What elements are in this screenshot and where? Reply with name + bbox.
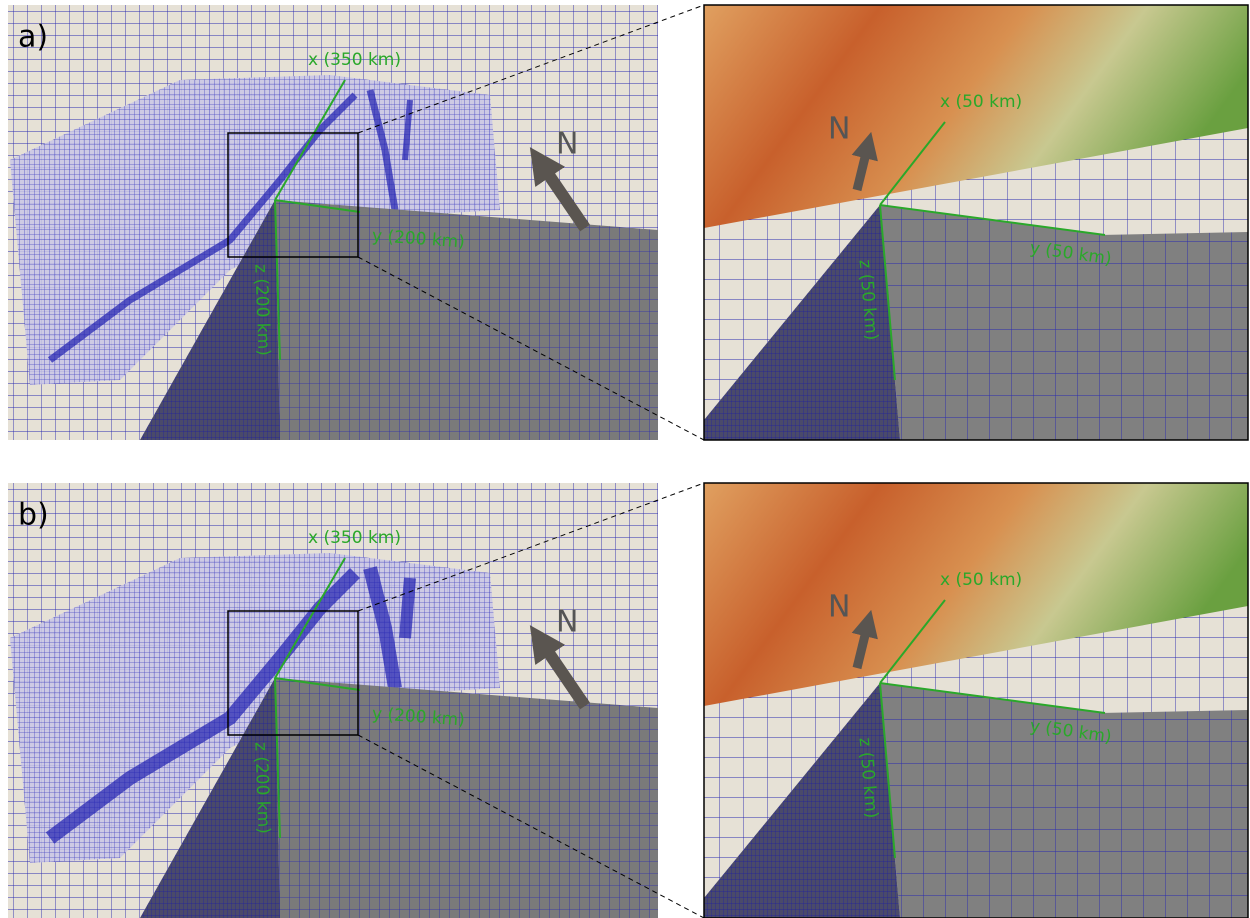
y-axis [879,682,1106,714]
overview-view: x (350 km)y (200 km)z (200 km)Nb) [8,483,658,918]
y-axis [274,677,361,691]
connector [357,482,705,612]
north-label: N [556,127,578,162]
cut-face-front [140,200,280,440]
x-axis-label: x (350 km) [308,528,401,548]
connector [357,734,705,918]
y-axis [879,204,1106,236]
refined-trace [45,568,360,844]
y-axis [274,199,361,213]
refined-trace [363,566,402,690]
refined-trace [366,89,399,211]
z-axis [274,199,281,361]
north-arrow [529,147,590,232]
connector [357,256,705,441]
z-axis [879,204,896,381]
zoom-box [227,610,359,736]
north-arrow [851,609,878,670]
refined-trace [402,99,413,161]
zoom-view: x (50 km)y (50 km)z (50 km)N [703,4,1249,441]
cut-face-side [880,683,1248,918]
z-axis-label: z (200 km) [250,742,273,835]
north-arrow [529,625,590,710]
zoom-frame [703,4,1249,441]
x-axis-label: x (50 km) [940,92,1022,112]
refined-region [10,75,500,385]
cut-face-side [275,678,658,918]
x-axis [274,557,346,679]
panel-label: a) [18,20,48,55]
cut-face-side [880,205,1248,440]
zoom-box [227,132,359,258]
refined-trace [399,577,416,639]
refined-trace [47,92,358,363]
x-axis-label: x (50 km) [940,570,1022,590]
terrain [704,483,1248,706]
terrain [704,5,1248,228]
overview-view: x (350 km)y (200 km)z (200 km)Na) [8,5,658,440]
z-axis [879,682,896,859]
cut-face-front [704,205,900,440]
x-axis-label: x (350 km) [308,50,401,70]
refined-region [10,553,500,863]
north-arrow [851,131,878,192]
north-label: N [828,112,850,147]
zoom-frame [703,482,1249,918]
x-axis [879,121,946,206]
north-label: N [828,590,850,625]
north-label: N [556,605,578,640]
cut-face-front [704,683,900,918]
z-axis [274,677,281,839]
panel: x (350 km)y (200 km)z (200 km)Na)x (50 k… [8,4,1249,441]
x-axis [274,79,346,201]
panel: x (350 km)y (200 km)z (200 km)Nb)x (50 k… [8,482,1249,918]
cut-face-side [275,200,658,440]
cut-face-front [140,678,280,918]
x-axis [879,599,946,684]
connector [357,4,705,134]
panel-label: b) [18,498,49,533]
zoom-view: x (50 km)y (50 km)z (50 km)N [703,482,1249,918]
z-axis-label: z (200 km) [250,264,273,357]
